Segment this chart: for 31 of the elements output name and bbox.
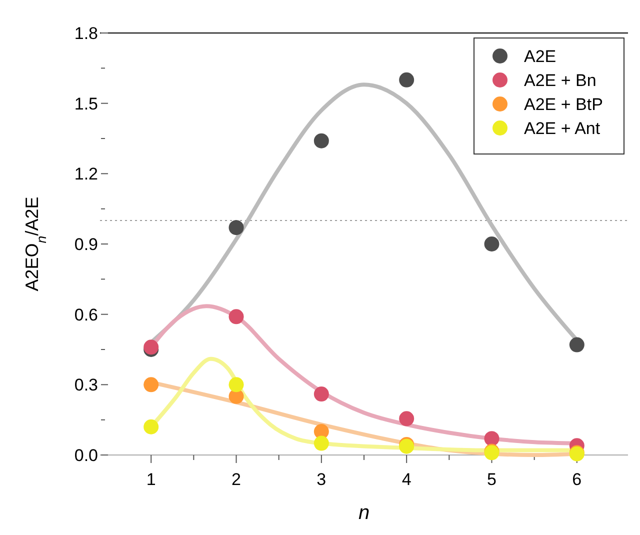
- y-tick-label: 1.5: [74, 94, 98, 114]
- legend-label: A2E + Bn: [524, 70, 596, 90]
- y-tick-label: 1.8: [74, 24, 98, 43]
- y-tick-label: 0.0: [74, 446, 98, 465]
- x-tick-label: 3: [316, 470, 326, 489]
- y-tick-label: 0.9: [74, 234, 98, 254]
- point: [399, 411, 414, 426]
- x-axis-title: n: [358, 502, 370, 524]
- x-tick-label: 2: [232, 470, 241, 489]
- point: [228, 220, 244, 236]
- legend-label: A2E + Ant: [524, 118, 600, 138]
- y-tick-label: 0.6: [74, 305, 98, 324]
- y-tick-label: 0.3: [74, 376, 98, 395]
- x-tick-label: 5: [487, 470, 496, 489]
- y-tick-label: 1.2: [74, 164, 98, 184]
- point: [484, 236, 500, 252]
- legend-label: A2E + BtP: [524, 94, 603, 114]
- point: [228, 377, 244, 392]
- x-tick-label: 6: [572, 470, 582, 489]
- legend-label: A2E: [524, 46, 556, 66]
- point: [314, 436, 329, 451]
- point: [399, 72, 414, 88]
- point: [144, 377, 159, 392]
- point: [144, 419, 159, 434]
- point: [228, 309, 244, 324]
- x-tick-label: 4: [402, 470, 412, 489]
- point: [314, 386, 329, 402]
- point: [569, 337, 584, 352]
- point: [314, 133, 329, 148]
- point: [484, 431, 500, 446]
- x-tick-label: 1: [146, 470, 156, 489]
